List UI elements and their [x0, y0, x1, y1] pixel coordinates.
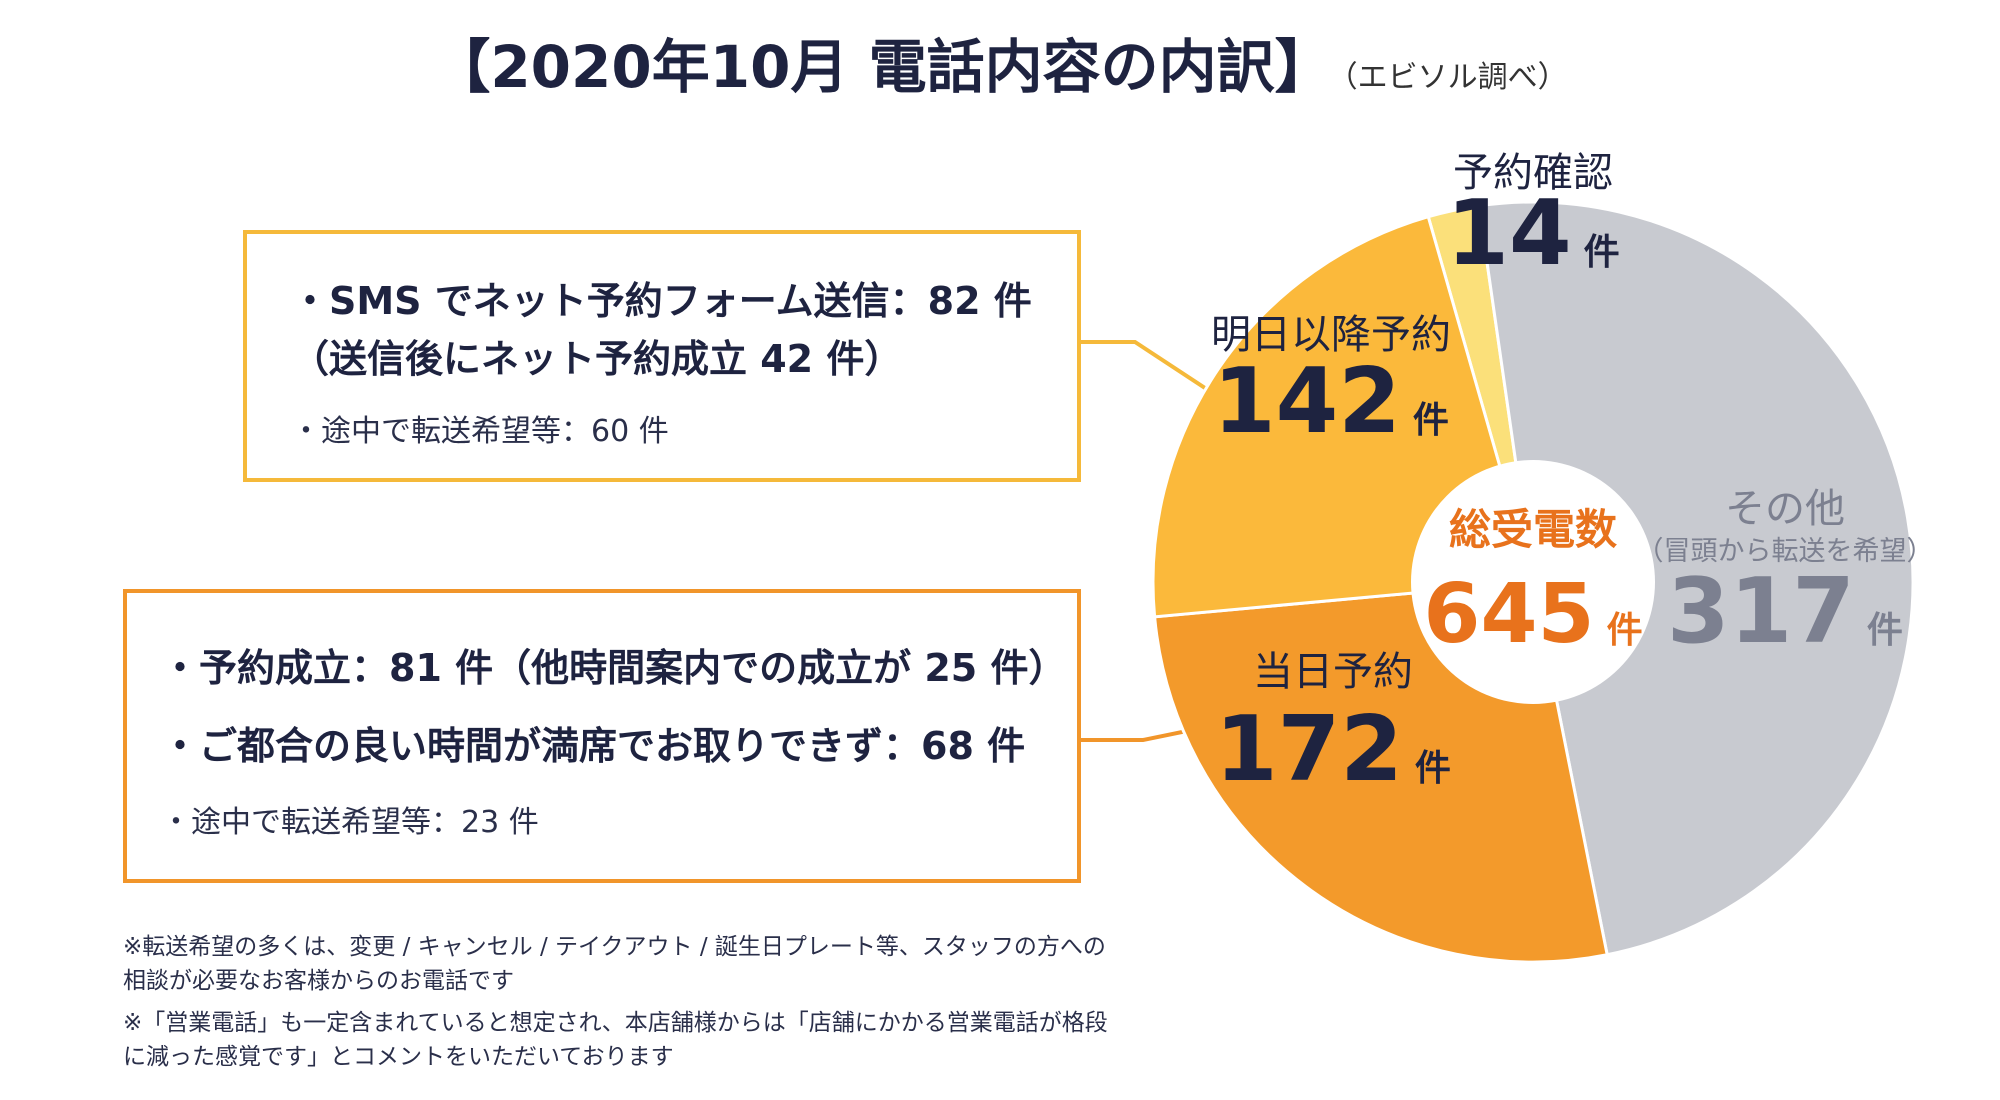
callout-orange-line1: ・予約成立：81 件（他時間案内での成立が 25 件） — [161, 646, 1067, 690]
title-source: （エビソル調べ） — [1342, 60, 1568, 95]
footnote-1: ※転送希望の多くは、変更 / キャンセル / テイクアウト / 誕生日プレート等… — [123, 934, 1106, 994]
slice-value-0: 14 件 — [1446, 181, 1619, 286]
center-label: 総受電数 — [1449, 505, 1617, 554]
footnote-2: ※「営業電話」も一定含まれていると想定され、本店舗様からは「店舗にかかる営業電話… — [123, 1010, 1108, 1070]
callout-orange-line2: ・ご都合の良い時間が満席でお取りできず：68 件 — [161, 724, 1026, 768]
callout-yellow-line2: （送信後にネット予約成立 42 件） — [291, 337, 903, 381]
title-main: 【2020年10月 電話内容の内訳】 — [432, 33, 1333, 101]
slice-label-0: 予約確認 — [1453, 150, 1613, 196]
slice-label-3: 明日以降予約 — [1211, 312, 1451, 358]
center-total: 645 件 — [1423, 567, 1642, 662]
callout-next-day-reservation: ・SMS でネット予約フォーム送信：82 件 （送信後にネット予約成立 42 件… — [243, 230, 1081, 482]
slice-value-1: 317 件 — [1667, 559, 1903, 664]
callout-same-day-reservation: ・予約成立：81 件（他時間案内での成立が 25 件） ・ご都合の良い時間が満席… — [123, 589, 1081, 883]
page-title: 【2020年10月 電話内容の内訳】 （エビソル調べ） — [0, 20, 2000, 104]
slice-label-2: 当日予約 — [1253, 649, 1413, 695]
footnotes: ※転送希望の多くは、変更 / キャンセル / テイクアウト / 誕生日プレート等… — [123, 930, 1123, 1082]
pie-slice-1 — [1477, 200, 1915, 957]
callout-orange-line3: ・途中で転送希望等：23 件 — [161, 805, 539, 840]
slice-sublabel-1: （冒頭から転送を希望） — [1637, 536, 1934, 567]
slice-value-3: 142 件 — [1213, 349, 1449, 454]
slice-value-2: 172 件 — [1215, 697, 1451, 802]
slice-label-1: その他 — [1725, 486, 1845, 532]
center-circle — [1411, 460, 1655, 704]
callout-yellow-line1: ・SMS でネット予約フォーム送信：82 件 — [291, 279, 1032, 323]
callout-yellow-line3: ・途中で転送希望等：60 件 — [291, 414, 669, 449]
